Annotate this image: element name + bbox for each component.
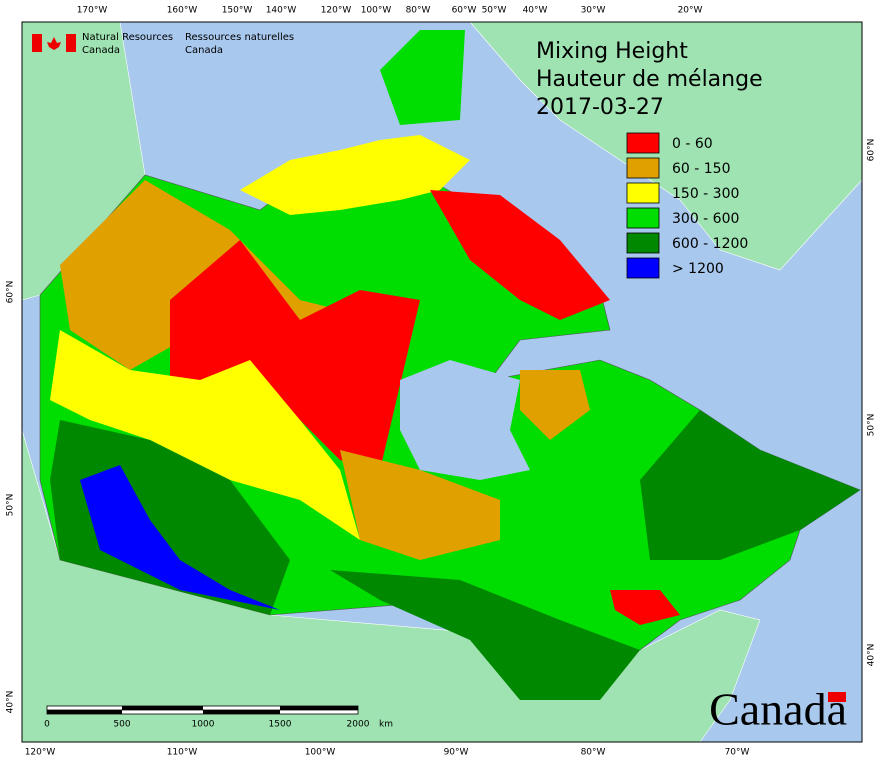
zone-red-north [170,240,420,470]
top-label: 60°W [452,6,477,16]
scale-label: 500 [113,720,130,730]
title: Hauteur de mélange [536,67,763,92]
zone-darkgreen-east [640,410,860,560]
wordmark: Canada [709,684,847,735]
top-label: 80°W [406,6,431,16]
legend-label: 300 - 600 [672,211,739,227]
bottom-label: 90°W [444,748,469,758]
scale-label: 0 [44,720,50,730]
ellesmere [380,30,465,125]
top-label: 100°W [361,6,392,16]
bottom-label: 100°W [305,748,336,758]
legend-swatch [626,257,660,279]
top-label: 50°W [482,6,507,16]
zone-orange-ungava [520,370,590,440]
bottom-label: 70°W [725,748,750,758]
zone-yellow [50,330,360,540]
zone-darkgreen-ontario [330,570,640,700]
top-label: 160°W [167,6,198,16]
zone-orange-ontario [340,450,500,560]
legend-label: 150 - 300 [672,186,739,202]
left-label: 50°N [6,494,16,517]
scale-seg [203,710,280,714]
right-label: 40°N [867,644,877,667]
scale-seg [122,706,203,710]
legend-swatch [626,232,660,254]
legend-label: > 1200 [672,261,724,277]
scale-bar [46,705,359,715]
left-label: 60°N [6,281,16,304]
scale-label: 1000 [192,720,215,730]
zone-blue [80,465,280,610]
agency-fr: Ressources naturelles [185,32,294,43]
baffin [430,190,610,320]
top-label: 120°W [321,6,352,16]
flag-left [32,34,42,52]
top-label: 40°W [523,6,548,16]
right-label: 60°N [867,139,877,162]
legend-swatch [626,132,660,154]
scale-label: 1500 [269,720,292,730]
hudson-bay [400,360,530,480]
scale-unit: km [379,720,393,730]
graticule-labels: 170°W 160°W 150°W 140°W 120°W 100°W 80°W 60°W 50… [6,6,877,758]
top-label: 20°W [678,6,703,16]
scale-seg [280,706,358,710]
top-label: 140°W [266,6,297,16]
legend-swatch [626,207,660,229]
flag-right [66,34,76,52]
scale-label: 2000 [347,720,370,730]
scale-labels: 0 500 1000 1500 2000 [44,720,370,730]
legend: 0 - 60 60 - 150 150 - 300 300 - 600 600 - 12… [626,132,748,279]
agency-en: Canada [82,45,120,56]
wordmark-flag [828,692,846,702]
bottom-label: 110°W [167,748,198,758]
legend-label: 600 - 1200 [672,236,748,252]
legend-label: 0 - 60 [672,136,713,152]
agency-en: Natural Resources [82,32,173,43]
map-frame [21,21,863,743]
legend-swatch [626,157,660,179]
maple-leaf [47,37,61,50]
agency-fr: Canada [185,45,223,56]
legend-swatch [626,182,660,204]
left-label: 40°N [6,691,16,714]
scale-seg [47,710,122,714]
zone-red-maritime [610,590,680,625]
legend-label: 60 - 150 [672,161,731,177]
title: Mixing Height [536,39,688,64]
top-label: 150°W [222,6,253,16]
arctic-islands [240,135,470,215]
top-label: 170°W [77,6,108,16]
bottom-label: 120°W [25,748,56,758]
right-label: 50°N [867,414,877,437]
top-label: 30°W [581,6,606,16]
bottom-label: 80°W [581,748,606,758]
title: 2017-03-27 [536,95,664,120]
